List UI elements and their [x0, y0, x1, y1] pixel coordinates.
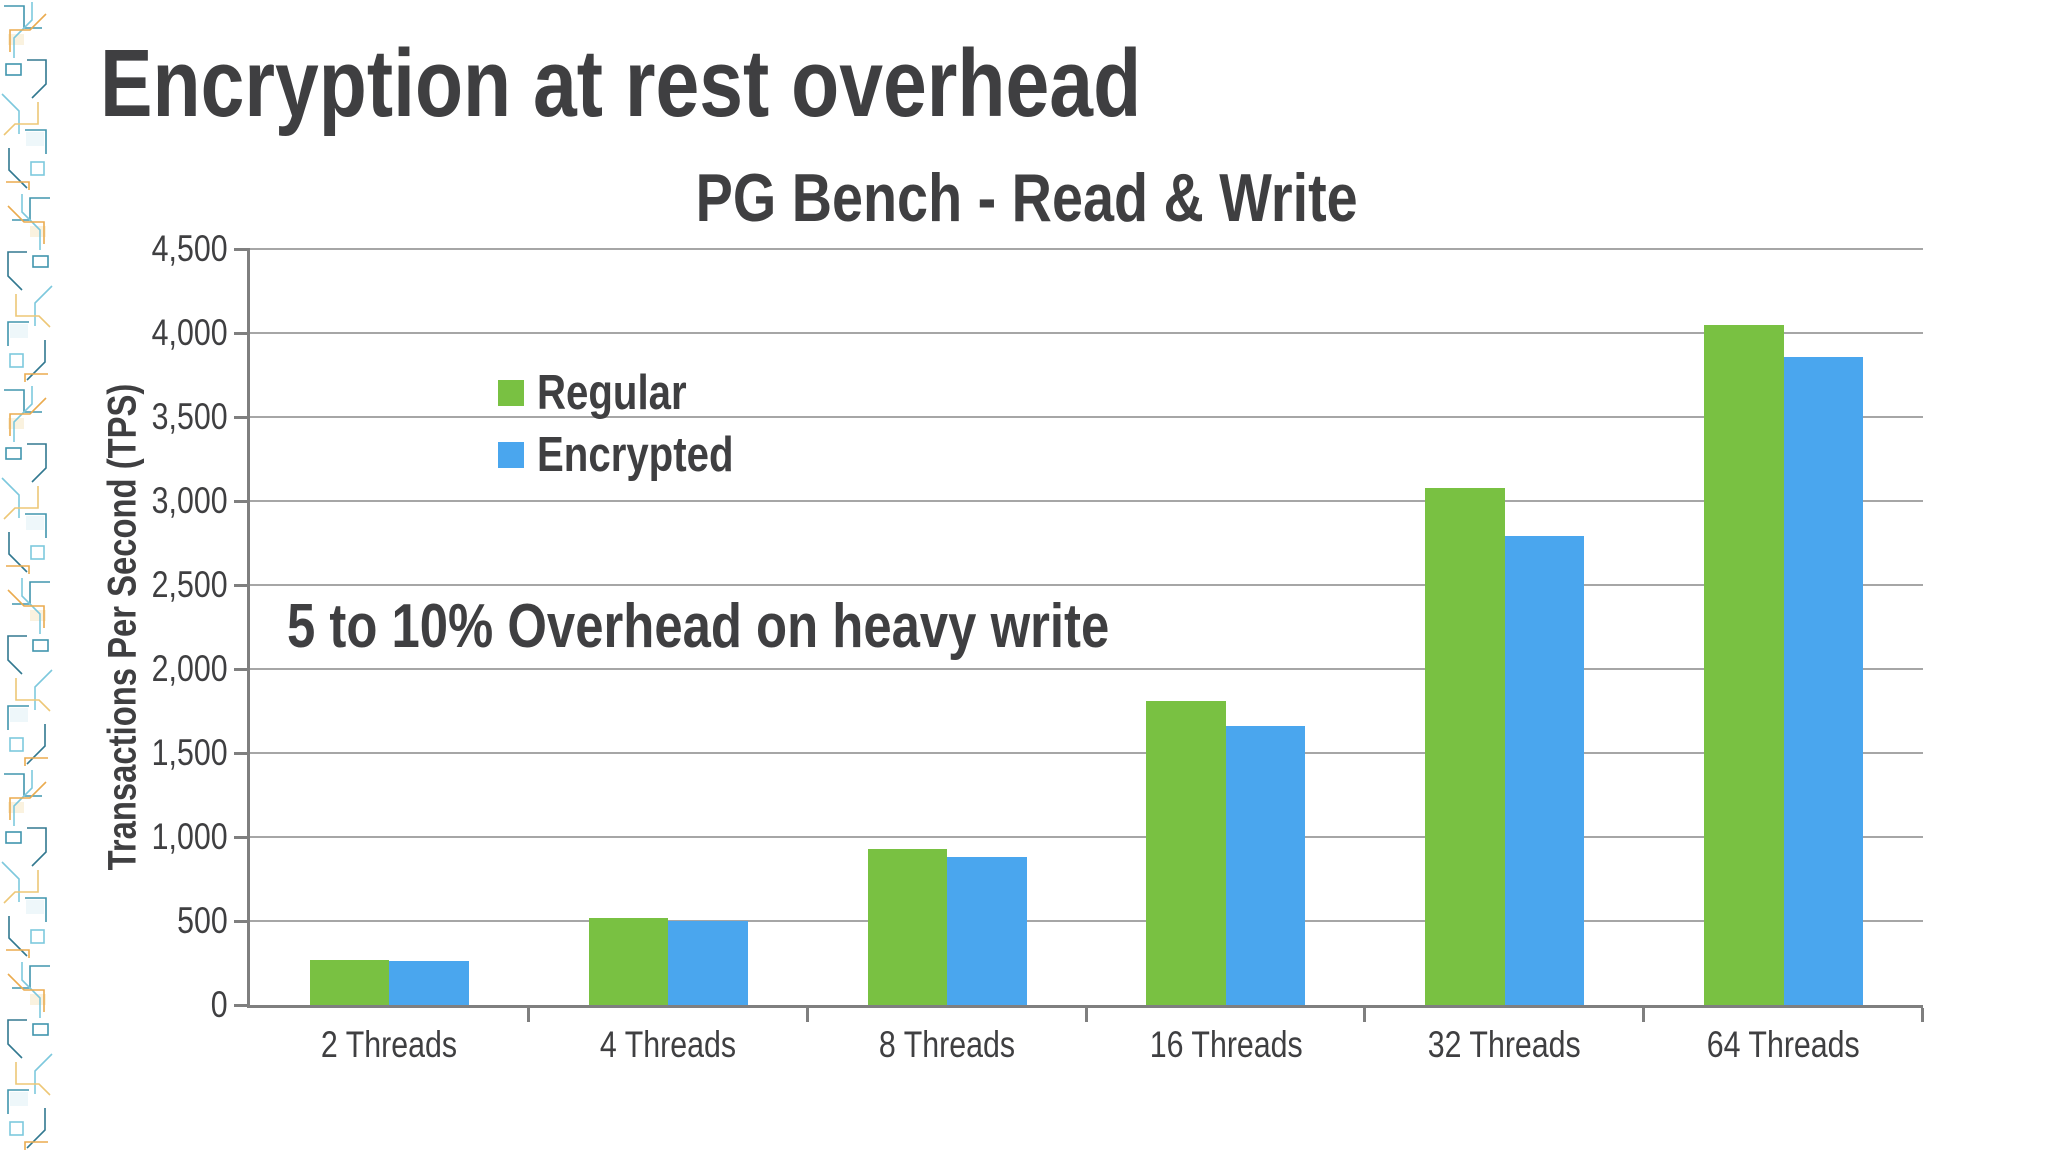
bar-encrypted-16-threads [1225, 726, 1306, 1005]
gridline-500 [250, 920, 1923, 922]
y-axis-tick [234, 668, 250, 671]
slide-title-text: Encryption at rest overhead [100, 30, 1142, 137]
x-category-label-text: 32 Threads [1428, 1024, 1582, 1065]
x-category-label: 8 Threads [808, 1025, 1087, 1065]
bar-encrypted-32-threads [1504, 536, 1585, 1005]
y-axis-tick [234, 332, 250, 335]
bar-regular-32-threads [1425, 487, 1505, 1005]
bar-encrypted-2-threads [389, 961, 469, 1005]
x-axis-tick [1642, 1008, 1646, 1022]
bar-regular-16-threads [1146, 700, 1226, 1005]
y-axis-tick [234, 500, 250, 503]
x-axis-tick [1084, 1008, 1088, 1022]
y-axis-tick [234, 1004, 250, 1007]
x-axis-tick [805, 1008, 809, 1022]
legend-item-encrypted: Encrypted [498, 428, 777, 482]
x-category-label: 16 Threads [1087, 1025, 1366, 1065]
bar-group-16-threads [1087, 249, 1366, 1005]
y-axis-tick [234, 920, 250, 923]
legend-label-text: Encrypted [537, 428, 734, 482]
x-category-label: 32 Threads [1365, 1025, 1644, 1065]
bar-encrypted-4-threads [668, 921, 748, 1005]
bar-group-4-threads [529, 249, 808, 1005]
x-category-label: 64 Threads [1644, 1025, 1923, 1065]
legend-label-encrypted: Encrypted [537, 427, 777, 483]
bar-regular-64-threads [1704, 324, 1784, 1005]
legend-swatch-encrypted [498, 442, 524, 468]
x-axis-tick [1363, 1008, 1367, 1022]
y-axis-tick [234, 416, 250, 419]
chart-legend: Regular Encrypted [498, 366, 777, 504]
y-tick-label-text: 500 [177, 900, 228, 941]
bar-group-2-threads [250, 249, 529, 1005]
y-tick-label: 0 [68, 985, 228, 1025]
bar-group-64-threads [1644, 249, 1923, 1005]
y-axis-tick [234, 752, 250, 755]
gridline-4000 [250, 332, 1923, 334]
gridline-4500 [250, 248, 1923, 250]
legend-item-regular: Regular [498, 366, 777, 420]
y-tick-label-text: 1,500 [152, 732, 228, 773]
y-tick-label-text: 4,500 [152, 228, 228, 269]
bar-regular-8-threads [867, 848, 948, 1005]
y-tick-label: 3,000 [68, 481, 228, 521]
y-axis-tick [234, 836, 250, 839]
chart-annotation: 5 to 10% Overhead on heavy write [287, 594, 1290, 660]
y-tick-label-text: 2,500 [152, 564, 228, 605]
y-tick-label: 4,000 [68, 313, 228, 353]
gridline-1000 [250, 836, 1923, 838]
gridline-3500 [250, 416, 1923, 418]
y-tick-label-text: 4,000 [152, 312, 228, 353]
bar-encrypted-8-threads [947, 857, 1027, 1005]
x-category-label-text: 2 Threads [321, 1024, 458, 1065]
gridline-2000 [250, 668, 1923, 670]
x-axis-tick [1921, 1008, 1924, 1022]
y-tick-label-text: 0 [211, 984, 228, 1025]
bar-group-8-threads [808, 249, 1087, 1005]
y-tick-label: 2,000 [68, 649, 228, 689]
chart-annotation-text: 5 to 10% Overhead on heavy write [287, 592, 1110, 661]
y-axis-tick [234, 248, 250, 251]
x-category-label: 4 Threads [529, 1025, 808, 1065]
y-tick-label-text: 2,000 [152, 648, 228, 689]
y-tick-label: 1,000 [68, 817, 228, 857]
x-category-label-text: 4 Threads [600, 1024, 737, 1065]
decorative-left-pattern [1, 1, 53, 1151]
y-axis-tick [234, 584, 250, 587]
y-tick-label: 1,500 [68, 733, 228, 773]
gridline-2500 [250, 584, 1923, 586]
y-tick-label-text: 1,000 [152, 816, 228, 857]
chart-title-text: PG Bench - Read & Write [695, 160, 1358, 236]
bar-group-32-threads [1365, 249, 1644, 1005]
slide-title: Encryption at rest overhead [100, 36, 1370, 132]
y-axis-label: Transactions Per Second (TPS) [100, 383, 145, 871]
x-category-label-text: 64 Threads [1707, 1024, 1861, 1065]
gridline-3000 [250, 500, 1923, 502]
bar-regular-4-threads [588, 917, 669, 1005]
y-tick-label-text: 3,500 [152, 396, 228, 437]
x-axis-tick [526, 1008, 530, 1022]
chart-title: PG Bench - Read & Write [190, 163, 1863, 233]
y-tick-label: 2,500 [68, 565, 228, 605]
bar-encrypted-64-threads [1783, 356, 1864, 1005]
legend-label-text: Regular [537, 366, 687, 420]
y-tick-label: 4,500 [68, 229, 228, 269]
x-category-label-text: 16 Threads [1149, 1024, 1303, 1065]
plot-area: 0 500 1,000 1,500 2,000 2,500 3,000 3,500 4,000 4… [152, 229, 1924, 1065]
y-tick-label-text: 3,000 [152, 480, 228, 521]
legend-swatch-regular [498, 380, 524, 406]
x-category-label: 2 Threads [250, 1025, 529, 1065]
x-category-label-text: 8 Threads [879, 1024, 1016, 1065]
y-tick-label: 3,500 [68, 397, 228, 437]
y-tick-label: 500 [68, 901, 228, 941]
gridline-1500 [250, 752, 1923, 754]
legend-label-regular: Regular [537, 365, 719, 421]
bar-regular-2-threads [309, 959, 390, 1005]
